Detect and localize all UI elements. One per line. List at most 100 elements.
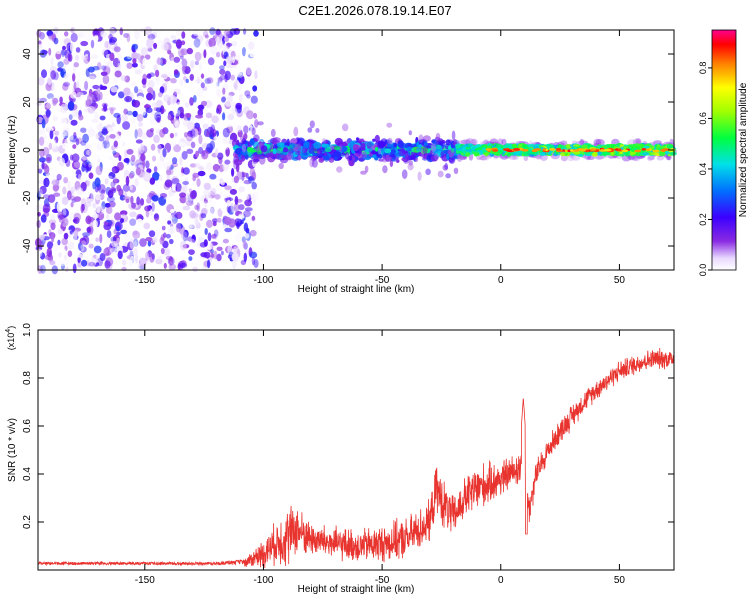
heatmap-cell — [106, 175, 113, 181]
heatmap-cell — [258, 155, 266, 165]
heatmap-cell — [567, 155, 575, 162]
heatmap-cell — [579, 138, 585, 146]
heatmap-cell — [465, 152, 471, 157]
heatmap-cell — [155, 77, 161, 86]
heatmap-cell — [236, 218, 242, 226]
heatmap-cell — [221, 96, 226, 103]
heatmap-cell — [70, 32, 78, 43]
heatmap-cell — [223, 44, 229, 52]
heatmap-cell — [94, 111, 99, 120]
heatmap-cell — [88, 261, 96, 267]
heatmap-cell — [183, 229, 189, 238]
heatmap-cell — [47, 77, 52, 86]
heatmap-cell — [212, 218, 219, 223]
heatmap-cell — [149, 177, 156, 185]
heatmap-cell — [239, 135, 246, 142]
heatmap-cell — [146, 73, 152, 79]
heatmap-cell — [179, 171, 182, 178]
heatmap-cell — [203, 30, 209, 38]
heatmap-cell — [84, 160, 90, 165]
heatmap-cell — [145, 237, 153, 242]
heatmap-cell — [237, 129, 243, 138]
heatmap-cell — [151, 202, 155, 212]
heatmap-cell — [204, 200, 208, 207]
heatmap-cell — [198, 236, 205, 243]
colorbar-tick-label: 0.8 — [698, 62, 708, 75]
heatmap-cell — [169, 52, 175, 62]
heatmap-cell — [200, 100, 208, 107]
heatmap-cell — [287, 148, 295, 154]
heatmap-cell — [226, 205, 231, 213]
heatmap-cell — [57, 61, 64, 68]
heatmap-cell — [544, 144, 553, 147]
heatmap-cell — [97, 133, 103, 139]
heatmap-cell — [130, 195, 134, 204]
heatmap-cell — [165, 95, 170, 102]
heatmap-cell — [46, 30, 54, 37]
heatmap-cell — [140, 47, 148, 57]
heatmap-cell — [216, 217, 222, 223]
heatmap-cell — [72, 144, 77, 150]
heatmap-cell — [482, 144, 488, 149]
heatmap-cell — [118, 154, 122, 162]
heatmap-cell — [49, 129, 54, 140]
heatmap-cell — [215, 82, 219, 89]
heatmap-cell — [88, 66, 95, 73]
heatmap-cell — [36, 204, 43, 212]
heatmap-cell — [224, 227, 233, 233]
heatmap-cell — [122, 121, 131, 130]
heatmap-cell — [109, 247, 117, 254]
heatmap-cell — [58, 214, 66, 219]
heatmap-cell — [99, 253, 106, 261]
heatmap-cell — [252, 154, 261, 159]
heatmap-cell — [231, 252, 239, 262]
heatmap-cell — [190, 59, 195, 69]
heatmap-cell — [135, 159, 141, 164]
heatmap-cell — [39, 97, 47, 103]
heatmap-cell — [91, 118, 99, 123]
heatmap-cell — [35, 248, 43, 258]
heatmap-cell — [227, 55, 233, 65]
heatmap-cell — [63, 81, 70, 87]
heatmap-cell — [249, 138, 255, 146]
heatmap-cell — [61, 106, 67, 115]
heatmap-cell — [87, 105, 95, 114]
heatmap-cell — [618, 148, 622, 151]
heatmap-cell — [244, 207, 253, 212]
heatmap-cell — [171, 220, 176, 225]
heatmap-cell — [603, 148, 612, 152]
heatmap-cell — [182, 167, 190, 175]
heatmap-cell — [144, 26, 153, 36]
heatmap-cell — [168, 256, 173, 266]
heatmap-cell — [92, 214, 99, 220]
heatmap-cell — [333, 146, 341, 151]
heatmap-cell — [88, 73, 97, 80]
heatmap-cell — [135, 254, 139, 264]
heatmap-cell — [184, 102, 189, 108]
heatmap-cell — [179, 192, 187, 198]
heatmap-cell — [241, 143, 246, 153]
heatmap-cell — [652, 152, 658, 156]
heatmap-cell — [67, 180, 71, 191]
heatmap-cell — [195, 114, 204, 119]
heatmap-cell — [67, 250, 73, 257]
heatmap-cell — [444, 162, 449, 170]
heatmap-cell — [200, 73, 205, 79]
heatmap-cell — [42, 146, 50, 156]
heatmap-cell — [243, 125, 249, 134]
heatmap-cell — [145, 251, 150, 262]
heatmap-cell — [330, 149, 335, 155]
heatmap-cell — [76, 187, 84, 195]
heatmap-cell — [364, 165, 369, 173]
heatmap-cell — [170, 209, 175, 213]
heatmap-cell — [123, 108, 128, 115]
heatmap-cell — [186, 236, 191, 242]
heatmap-cell — [49, 214, 56, 221]
heatmap-cell — [56, 202, 61, 213]
heatmap-cell — [41, 69, 47, 79]
heatmap-cell — [242, 47, 246, 57]
heatmap-cell — [560, 140, 568, 147]
heatmap-cell — [355, 153, 359, 157]
heatmap-cell — [229, 188, 237, 195]
heatmap-cell — [213, 229, 219, 237]
